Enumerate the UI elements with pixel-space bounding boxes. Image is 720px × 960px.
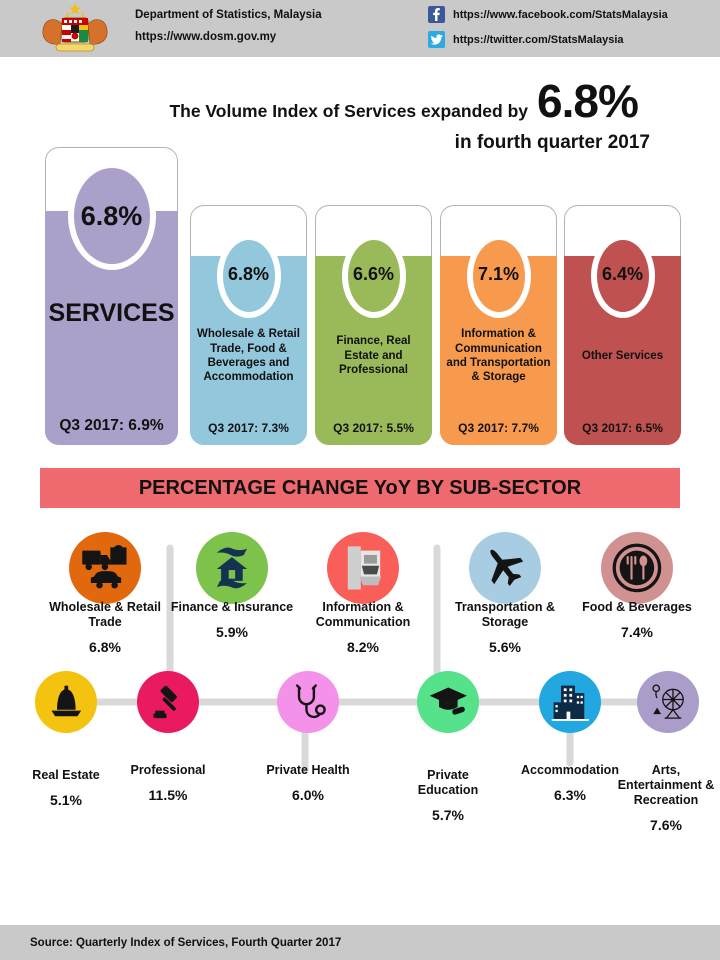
card-services-prev-quarter: Q3 2017: 6.9% [59,417,164,434]
facebook-icon [428,6,445,23]
real-estate-label: Real Estate 5.1% [11,768,121,808]
headline-text: The Volume Index of Services expanded by [169,101,528,121]
info-communication-pct: 8.2% [347,639,379,655]
card-wholesale-value-badge: 6.8% [216,234,281,318]
section-banner: PERCENTAGE CHANGE YoY BY SUB-SECTOR [40,468,680,508]
accommodation-circle [539,671,601,733]
printer-icon [347,546,382,590]
real-estate-pct: 5.1% [50,792,82,808]
card-finance: 6.6% Finance, Real Estate and Profession… [315,205,432,445]
professional-pct: 11.5% [148,787,188,803]
card-other-value-badge: 6.4% [590,234,655,318]
stethoscope-icon [295,684,326,718]
card-finance-value: 6.6% [352,263,395,284]
card-services-label: SERVICES [48,299,175,328]
house-hands-icon [216,547,248,589]
card-infocomm-value-badge: 7.1% [466,234,531,318]
professional-label: Professional 11.5% [108,763,228,803]
private-education-pct: 5.7% [432,807,464,823]
card-services-value: 6.8% [80,200,143,231]
card-wholesale-value: 6.8% [227,263,270,284]
food-beverages-label: Food & Beverages 7.4% [572,600,702,640]
twitter-icon [428,31,445,48]
info-communication-circle [327,532,399,604]
private-education-label: Private Education 5.7% [398,768,498,823]
card-finance-prev-quarter: Q3 2017: 5.5% [333,421,414,435]
graduation-cap-icon [429,687,467,715]
card-other-label: Other Services [581,349,664,362]
transportation-storage-label: Transportation & Storage 5.6% [440,600,570,655]
wholesale-retail-pct: 6.8% [89,639,121,655]
arts-recreation-circle [637,671,699,733]
real-estate-circle [35,671,97,733]
card-services: 6.8% SERVICES Q3 2017: 6.9% [45,147,178,445]
facebook-link[interactable]: https://www.facebook.com/StatsMalaysia [453,8,668,21]
cutlery-icon [612,543,662,593]
private-health-label: Private Health 6.0% [263,763,353,803]
headline-period: in fourth quarter 2017 [454,132,650,153]
headline-value: 6.8% [537,75,639,127]
accommodation-pct: 6.3% [554,787,586,803]
card-finance-value-badge: 6.6% [341,234,406,318]
arts-recreation-pct: 7.6% [650,817,682,833]
org-name: Department of Statistics, Malaysia [135,9,322,21]
card-finance-label: Finance, Real Estate and Professional [336,335,411,377]
food-beverages-pct: 7.4% [621,624,653,640]
ferris-wheel-icon [652,684,684,719]
arts-recreation-label: Arts, Entertainment & Recreation 7.6% [611,763,720,833]
info-communication-label: Information & Communication 8.2% [293,600,433,655]
airplane-icon [490,549,524,587]
finance-insurance-pct: 5.9% [216,624,248,640]
professional-circle [137,671,199,733]
card-other-value: 6.4% [601,263,644,284]
org-website-link[interactable]: https://www.dosm.gov.my [135,31,277,43]
private-health-pct: 6.0% [292,787,324,803]
truck-retail-icon [82,545,127,589]
header-bar: Department of Statistics, Malaysia https… [0,0,720,57]
card-other-prev-quarter: Q3 2017: 6.5% [582,421,663,435]
card-other-services: 6.4% Other Services Q3 2017: 6.5% [564,205,681,445]
food-beverages-circle [601,532,673,604]
card-infocomm-label: Information & Communication and Transpor… [446,328,551,384]
transportation-storage-circle [469,532,541,604]
hotel-buildings-icon [551,685,589,721]
malaysia-coat-of-arms [42,3,108,52]
accommodation-label: Accommodation 6.3% [500,763,640,803]
card-infocomm-prev-quarter: Q3 2017: 7.7% [458,421,539,435]
card-wholesale-retail: 6.8% Wholesale & Retail Trade, Food & Be… [190,205,307,445]
dome-building-icon [51,685,81,716]
card-wholesale-prev-quarter: Q3 2017: 7.3% [208,421,289,435]
gavel-icon [153,685,177,718]
transportation-storage-pct: 5.6% [489,639,521,655]
finance-insurance-label: Finance & Insurance 5.9% [167,600,297,640]
wholesale-retail-label: Wholesale & Retail Trade 6.8% [40,600,170,655]
footer-bar: Source: Quarterly Index of Services, Fou… [0,925,720,960]
wholesale-retail-circle [69,532,141,604]
card-infocomm-transport: 7.1% Information & Communication and Tra… [440,205,557,445]
card-infocomm-value: 7.1% [477,263,520,284]
private-health-circle [277,671,339,733]
card-services-value-badge: 6.8% [67,162,156,270]
private-education-circle [417,671,479,733]
card-wholesale-label: Wholesale & Retail Trade, Food & Beverag… [197,328,300,384]
source-note: Source: Quarterly Index of Services, Fou… [30,936,342,949]
twitter-link[interactable]: https://twitter.com/StatsMalaysia [453,33,624,46]
finance-insurance-circle [196,532,268,604]
